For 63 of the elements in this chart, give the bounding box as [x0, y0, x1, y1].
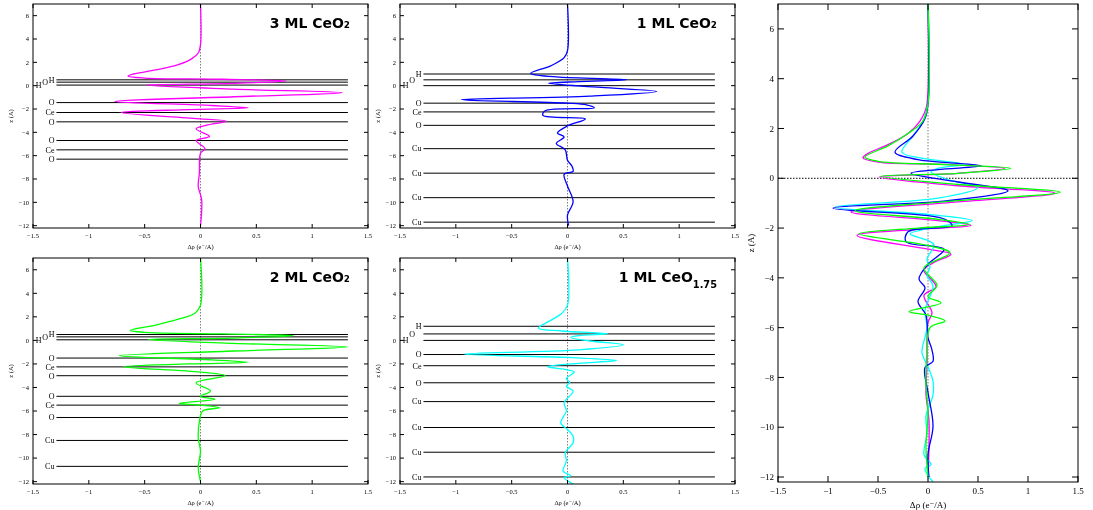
ref-line-label: Cu [412, 193, 422, 203]
ref-line-label: O [48, 98, 55, 108]
ref-line-label: O [48, 154, 55, 164]
ref-line-label: H [35, 80, 42, 90]
ref-line-label: H [48, 330, 55, 340]
text: 1 ML CeO$_{1.75}$ [618, 269, 718, 290]
ref-line-label: O [415, 378, 422, 388]
ref-line-label: Cu [412, 448, 422, 458]
y-tick-label: −6 [764, 322, 775, 333]
ref-line-label: O [42, 332, 49, 342]
text: 2 ML CeO₂ [269, 269, 350, 285]
ref-line-label: O [48, 371, 55, 381]
ref-line-label: O [48, 413, 55, 423]
ref-line-label: Cu [412, 423, 422, 433]
ref-line-label: Ce [45, 145, 55, 155]
ref-line-label: O [409, 329, 416, 339]
text: 3 ML CeO₂ [269, 15, 350, 31]
y-tick-label: −2 [764, 223, 774, 234]
x-tick-label: 0 [925, 486, 931, 496]
x-tick-label: 1 [1025, 486, 1031, 496]
y-tick-label: −10 [759, 422, 775, 433]
ref-line-label: O [48, 136, 55, 146]
ref-line-label: O [48, 392, 55, 402]
x-axis-title: Δρ (e⁻/A) [909, 500, 947, 510]
ref-line-label: Ce [45, 108, 55, 118]
ref-line-label: O [409, 75, 416, 85]
ref-line-label: O [415, 121, 422, 131]
x-tick-label: 0.5 [972, 486, 985, 496]
ref-line-label: O [48, 353, 55, 363]
x-tick-label: −1 [823, 486, 833, 496]
y-tick-label: 4 [769, 73, 775, 84]
x-tick-label: −0.5 [869, 486, 887, 496]
ref-line-label: Cu [412, 397, 422, 407]
y-axis-title: z (A) [746, 233, 756, 253]
ref-line-label: H [415, 69, 422, 79]
ref-line-label: O [48, 117, 55, 127]
y-tick-label: −4 [764, 273, 775, 283]
x-tick-label: 1.5 [1072, 486, 1085, 496]
ref-line-label: Cu [412, 144, 422, 154]
y-tick-label: −12 [759, 472, 774, 483]
ref-line-label: H [402, 336, 409, 346]
y-tick-label: 0 [769, 173, 775, 184]
ref-line-label: Ce [45, 362, 55, 372]
ref-line-label: H [35, 335, 42, 345]
ref-line-label: Ce [412, 361, 422, 371]
ref-line-label: O [42, 77, 49, 87]
ref-line-label: H [48, 75, 55, 85]
ref-line-label: Cu [412, 217, 422, 227]
ref-line-label: H [415, 322, 422, 332]
ref-line-label: Ce [45, 400, 55, 410]
ref-line-label: H [402, 81, 409, 91]
ref-line-label: O [415, 98, 422, 108]
ref-line-label: Cu [412, 168, 422, 178]
ref-line-label: Cu [45, 462, 55, 472]
ref-line-label: Cu [412, 472, 422, 482]
y-tick-label: −8 [764, 372, 775, 383]
x-tick-label: −1.5 [769, 486, 787, 496]
ref-line-label: Cu [45, 436, 55, 446]
y-tick-label: 2 [769, 123, 774, 134]
ref-line-label: O [415, 350, 422, 360]
text: 1 ML CeO₂ [636, 15, 717, 31]
ref-line-label: Ce [412, 107, 422, 117]
y-tick-label: 6 [769, 24, 775, 35]
